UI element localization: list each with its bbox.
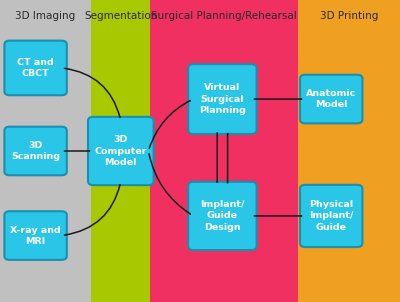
Bar [150, 0, 298, 302]
Text: Implant/
Guide
Design: Implant/ Guide Design [200, 200, 245, 232]
Text: Physical
Implant/
Guide: Physical Implant/ Guide [309, 200, 354, 232]
Text: 3D Printing: 3D Printing [320, 11, 378, 21]
FancyBboxPatch shape [4, 127, 67, 175]
FancyBboxPatch shape [88, 117, 154, 185]
Text: Surgical Planning/Rehearsal: Surgical Planning/Rehearsal [151, 11, 297, 21]
Bar [298, 0, 400, 302]
FancyBboxPatch shape [4, 41, 67, 95]
FancyArrowPatch shape [227, 134, 228, 183]
FancyArrowPatch shape [217, 133, 218, 182]
Bar [91, 0, 150, 302]
Text: X-ray and
MRI: X-ray and MRI [10, 226, 61, 246]
FancyBboxPatch shape [300, 75, 362, 123]
Text: 3D
Scanning: 3D Scanning [11, 141, 60, 161]
Text: CT and
CBCT: CT and CBCT [17, 58, 54, 78]
FancyArrowPatch shape [64, 68, 120, 117]
FancyBboxPatch shape [4, 211, 67, 260]
Text: 3D Imaging: 3D Imaging [16, 11, 76, 21]
Text: Segmentation: Segmentation [84, 11, 158, 21]
FancyArrowPatch shape [149, 154, 190, 214]
Text: Anatomic
Model: Anatomic Model [306, 89, 356, 109]
Text: 3D
Computer
Model: 3D Computer Model [94, 135, 147, 167]
FancyArrowPatch shape [64, 185, 120, 235]
FancyBboxPatch shape [300, 185, 362, 247]
Bar [0, 0, 91, 302]
FancyArrowPatch shape [149, 101, 190, 148]
Text: Virtual
Surgical
Planning: Virtual Surgical Planning [199, 83, 246, 115]
FancyBboxPatch shape [188, 182, 257, 250]
FancyBboxPatch shape [188, 64, 257, 134]
